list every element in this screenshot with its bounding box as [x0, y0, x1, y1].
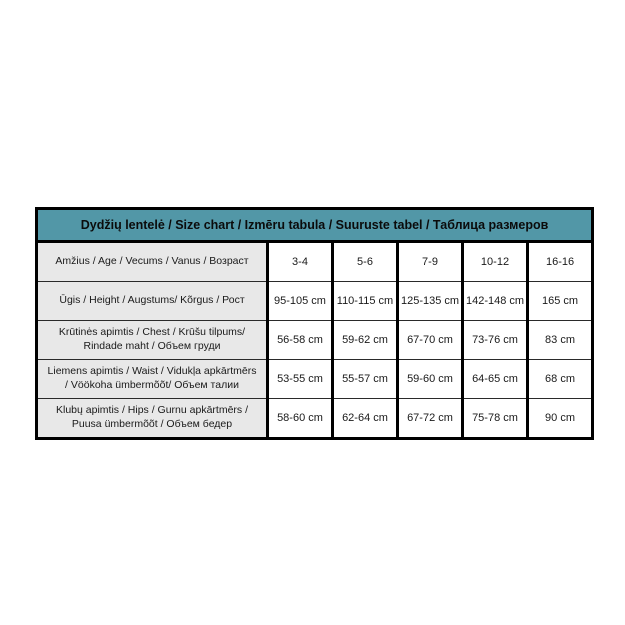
cell-value: 58-60 cm [266, 398, 333, 439]
cell-value: 95-105 cm [266, 281, 333, 321]
cell-value: 64-65 cm [461, 359, 528, 399]
cell-value: 110-115 cm [331, 281, 398, 321]
cell-value: 73-76 cm [461, 320, 528, 360]
cell-value: 165 cm [525, 281, 593, 321]
cell-value: 7-9 [396, 241, 463, 282]
cell-value: 83 cm [525, 320, 593, 360]
cell-value: 90 cm [525, 398, 593, 439]
cell-value: 59-60 cm [396, 359, 463, 399]
table-row: Liemens apimtis / Waist / Vidukļa apkārt… [36, 359, 593, 399]
row-label: Liemens apimtis / Waist / Vidukļa apkārt… [36, 359, 269, 399]
table-body: Amžius / Age / Vecums / Vanus / Возраст 3… [36, 241, 593, 439]
cell-value: 142-148 cm [461, 281, 528, 321]
table-title: Dydžių lentelė / Size chart / Izmēru tab… [36, 208, 593, 243]
cell-value: 16-16 [525, 241, 593, 282]
row-label: Ūgis / Height / Augstums/ Kõrgus / Рост [36, 281, 269, 321]
cell-value: 53-55 cm [266, 359, 333, 399]
table-row: Krūtinės apimtis / Chest / Krūšu tilpums… [36, 320, 593, 360]
cell-value: 125-135 cm [396, 281, 463, 321]
row-label: Krūtinės apimtis / Chest / Krūšu tilpums… [36, 320, 269, 360]
cell-value: 5-6 [331, 241, 398, 282]
table-row: Amžius / Age / Vecums / Vanus / Возраст 3… [36, 241, 593, 282]
cell-value: 75-78 cm [461, 398, 528, 439]
cell-value: 68 cm [525, 359, 593, 399]
cell-value: 67-72 cm [396, 398, 463, 439]
cell-value: 62-64 cm [331, 398, 398, 439]
row-label: Klubų apimtis / Hips / Gurnu apkārtmērs … [36, 398, 269, 439]
cell-value: 56-58 cm [266, 320, 333, 360]
title-row: Dydžių lentelė / Size chart / Izmēru tab… [36, 208, 593, 243]
size-chart-table: Dydžių lentelė / Size chart / Izmēru tab… [35, 207, 595, 440]
table-header: Dydžių lentelė / Size chart / Izmēru tab… [36, 208, 593, 243]
cell-value: 67-70 cm [396, 320, 463, 360]
row-label: Amžius / Age / Vecums / Vanus / Возраст [36, 241, 269, 282]
table-row: Klubų apimtis / Hips / Gurnu apkārtmērs … [36, 398, 593, 439]
table-row: Ūgis / Height / Augstums/ Kõrgus / Рост 9… [36, 281, 593, 321]
cell-value: 59-62 cm [331, 320, 398, 360]
cell-value: 3-4 [266, 241, 333, 282]
cell-value: 55-57 cm [331, 359, 398, 399]
cell-value: 10-12 [461, 241, 528, 282]
